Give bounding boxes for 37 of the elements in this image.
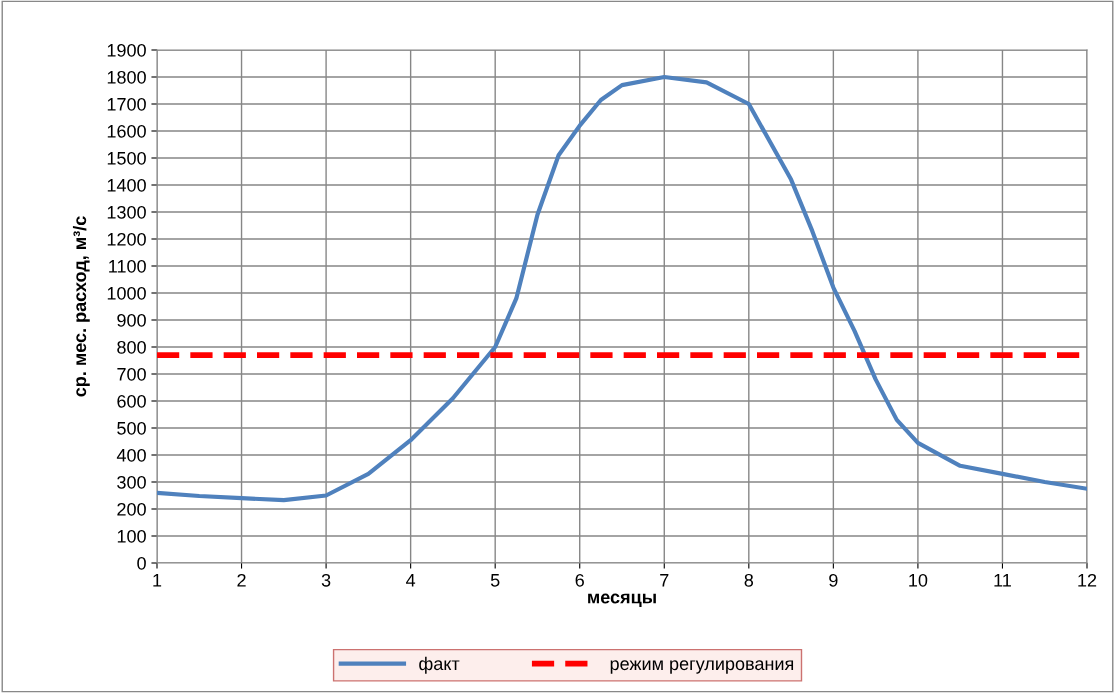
legend-label: факт [419,656,460,674]
y-tick-label: 1000 [107,286,146,300]
x-tick-label: 2 [237,573,246,587]
line-series [157,74,1087,503]
y-tick-label: 100 [117,529,146,543]
x-tick-label: 4 [406,574,416,587]
x-tick-label: 10 [909,573,928,587]
x-tick-label: 6 [575,573,584,587]
y-tick-label: 1700 [107,97,146,111]
y-axis-title: ср. мес. расход, м³/с [72,216,90,397]
x-tick-label: 8 [744,573,754,587]
x-tick-label: 11 [994,574,1011,587]
y-tick-label: 1400 [107,178,146,192]
y-tick-label: 500 [117,421,146,435]
y-tick-label: 800 [117,340,146,354]
x-tick-label: 3 [321,573,331,587]
x-tick-label: 1 [153,574,162,587]
x-tick-label: 9 [829,573,838,587]
y-tick-label: 1100 [109,259,146,273]
y-tick-label: 1600 [107,124,146,138]
y-tick-label: 0 [137,556,146,570]
y-tick-label: 1900 [107,43,146,57]
y-tick-label: 700 [117,367,146,381]
x-tick-label: 5 [490,574,500,587]
y-tick-label: 1500 [107,151,146,165]
y-tick-label: 600 [117,394,146,408]
y-tick-label: 400 [116,448,146,462]
y-tick-label: 1800 [107,70,146,84]
y-tick-label: 900 [117,313,146,327]
y-tick-label: 300 [117,475,146,489]
legend-label: режим регулирования [610,660,794,674]
y-tick-label: 1300 [107,205,146,219]
x-tick-label: 12 [1078,573,1097,587]
y-tick-label: 1200 [107,232,146,246]
x-tick-label: 7 [660,574,669,587]
y-tick-label: 200 [117,502,146,516]
x-axis-title: месяцы [588,593,656,607]
